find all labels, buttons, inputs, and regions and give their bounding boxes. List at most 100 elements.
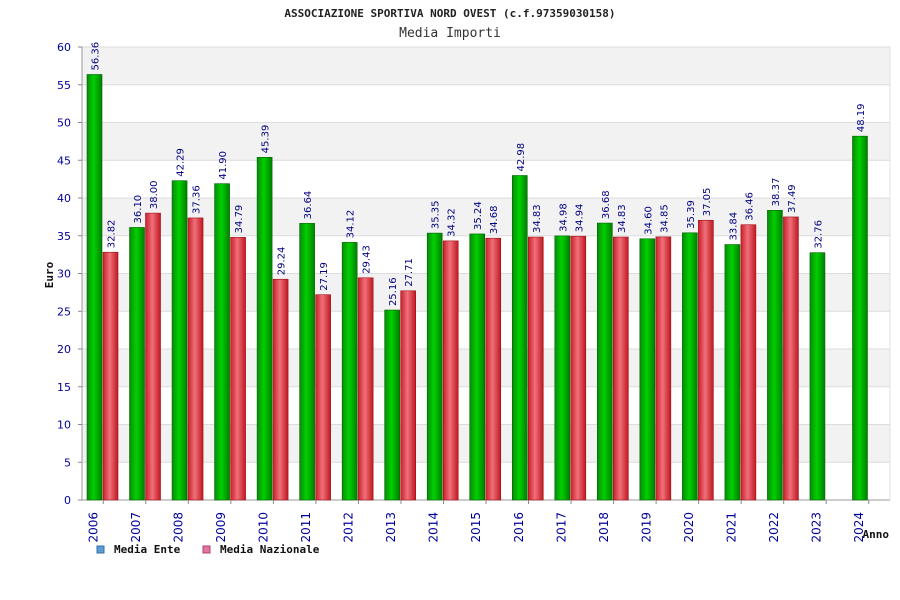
x-tick-label: 2018 (597, 512, 611, 543)
x-tick-label: 2021 (724, 512, 738, 543)
x-tick-label: 2019 (639, 512, 653, 543)
value-label: 56.36 (91, 42, 102, 71)
value-label: 27.71 (404, 258, 415, 287)
y-tick-label: 5 (64, 456, 71, 469)
chart-subtitle: Media Importi (399, 26, 501, 41)
x-tick-label: 2008 (172, 512, 186, 543)
bar-media-ente-2021 (724, 244, 741, 501)
bar-media-ente-2015 (469, 233, 486, 501)
bar-media-ente-2023 (809, 252, 826, 501)
bar-media-ente-2007 (129, 227, 145, 501)
x-tick-label: 2012 (342, 512, 356, 543)
y-tick-label: 35 (57, 230, 71, 243)
value-label: 42.29 (176, 148, 187, 177)
plot-band (82, 84, 890, 123)
value-label: 34.32 (447, 208, 458, 237)
bar-media-nazionale-2010 (272, 278, 289, 501)
value-label: 35.39 (686, 200, 697, 229)
x-tick-label: 2007 (129, 512, 143, 543)
value-label: 33.84 (728, 212, 739, 241)
bar-media-nazionale-2014 (442, 240, 459, 501)
bar-media-nazionale-2018 (613, 236, 629, 501)
bar-media-ente-2019 (639, 238, 656, 501)
x-tick-label: 2014 (427, 512, 441, 543)
y-tick-label: 15 (57, 381, 71, 394)
y-tick-label: 55 (57, 79, 71, 92)
bar-media-ente-2020 (682, 232, 698, 501)
x-tick-label: 2013 (384, 512, 398, 543)
value-label: 34.79 (234, 205, 245, 234)
bar-media-nazionale-2007 (145, 212, 161, 501)
y-tick-label: 40 (57, 192, 71, 205)
value-label: 36.46 (744, 192, 755, 221)
y-axis-ticks: 0 5 10 15 20 25 30 35 40 45 50 55 60 (57, 41, 82, 507)
chart-title: ASSOCIAZIONE SPORTIVA NORD OVEST (c.f.97… (284, 7, 615, 20)
x-tick-label: 2009 (214, 512, 228, 543)
bars (86, 74, 868, 501)
bar-media-nazionale-2016 (527, 236, 544, 501)
x-tick-label: 2020 (682, 512, 696, 543)
bar-media-ente-2017 (554, 235, 571, 501)
bar-media-nazionale-2006 (102, 251, 119, 501)
value-label: 38.00 (149, 180, 160, 209)
bar-media-ente-2018 (597, 222, 613, 501)
x-tick-label: 2015 (469, 512, 483, 543)
bar-media-ente-2016 (511, 175, 528, 501)
value-label: 37.05 (702, 188, 713, 217)
y-tick-label: 10 (57, 419, 71, 432)
x-tick-label: 2011 (299, 512, 313, 543)
value-label: 25.16 (388, 277, 399, 306)
bar-media-ente-2022 (767, 210, 783, 501)
value-label: 34.12 (346, 210, 357, 239)
x-axis-ticks: 2006 2007 2008 2009 2010 2011 2012 2013 2014 2015… (87, 500, 870, 543)
value-label: 34.83 (617, 204, 628, 233)
x-tick-label: 2023 (809, 512, 823, 543)
value-label: 42.98 (516, 143, 527, 172)
y-tick-label: 50 (57, 117, 71, 130)
y-tick-label: 45 (57, 154, 71, 167)
bar-media-ente-2013 (384, 309, 400, 501)
y-tick-label: 0 (64, 494, 71, 507)
bar-media-nazionale-2015 (485, 237, 502, 501)
value-label: 41.90 (218, 151, 229, 180)
bar-media-nazionale-2019 (655, 236, 672, 501)
y-tick-label: 30 (57, 268, 71, 281)
bar-media-ente-2006 (86, 74, 103, 501)
bar-media-nazionale-2013 (400, 290, 416, 501)
value-label: 37.36 (192, 185, 203, 214)
bar-media-ente-2011 (299, 223, 315, 501)
value-label: 35.24 (473, 201, 484, 230)
value-label: 27.19 (319, 262, 330, 291)
bar-media-nazionale-2022 (783, 216, 799, 501)
legend-label-media-ente: Media Ente (114, 543, 181, 556)
value-label: 38.37 (771, 178, 782, 207)
x-tick-label: 2017 (554, 512, 568, 543)
plot-band (82, 47, 890, 85)
x-tick-label: 2010 (257, 512, 271, 543)
bar-media-ente-2012 (341, 242, 358, 501)
value-label: 45.39 (261, 125, 272, 154)
value-labels: 56.36 32.82 36.10 38.00 42.29 37.36 41.90 34.79… (91, 42, 867, 306)
bar-media-nazionale-2012 (357, 277, 374, 501)
plot-band (82, 160, 890, 198)
y-axis-label: Euro (43, 261, 56, 288)
y-tick-label: 20 (57, 343, 71, 356)
bar-media-nazionale-2008 (187, 217, 204, 501)
value-label: 34.60 (643, 206, 654, 235)
value-label: 36.10 (133, 195, 144, 224)
bar-media-nazionale-2021 (740, 224, 757, 501)
value-label: 34.94 (574, 204, 585, 233)
value-label: 34.83 (532, 204, 543, 233)
y-tick-label: 25 (57, 305, 71, 318)
value-label: 36.68 (601, 190, 612, 219)
value-label: 32.82 (107, 220, 118, 249)
legend-label-media-nazionale: Media Nazionale (220, 543, 320, 556)
value-label: 29.43 (362, 245, 373, 274)
legend-swatch-media-nazionale (202, 545, 211, 554)
value-label: 37.49 (787, 184, 798, 213)
x-tick-label: 2024 (852, 512, 866, 543)
value-label: 34.98 (558, 203, 569, 232)
x-axis-label: Anno (863, 528, 890, 541)
bar-media-nazionale-2017 (570, 235, 587, 501)
